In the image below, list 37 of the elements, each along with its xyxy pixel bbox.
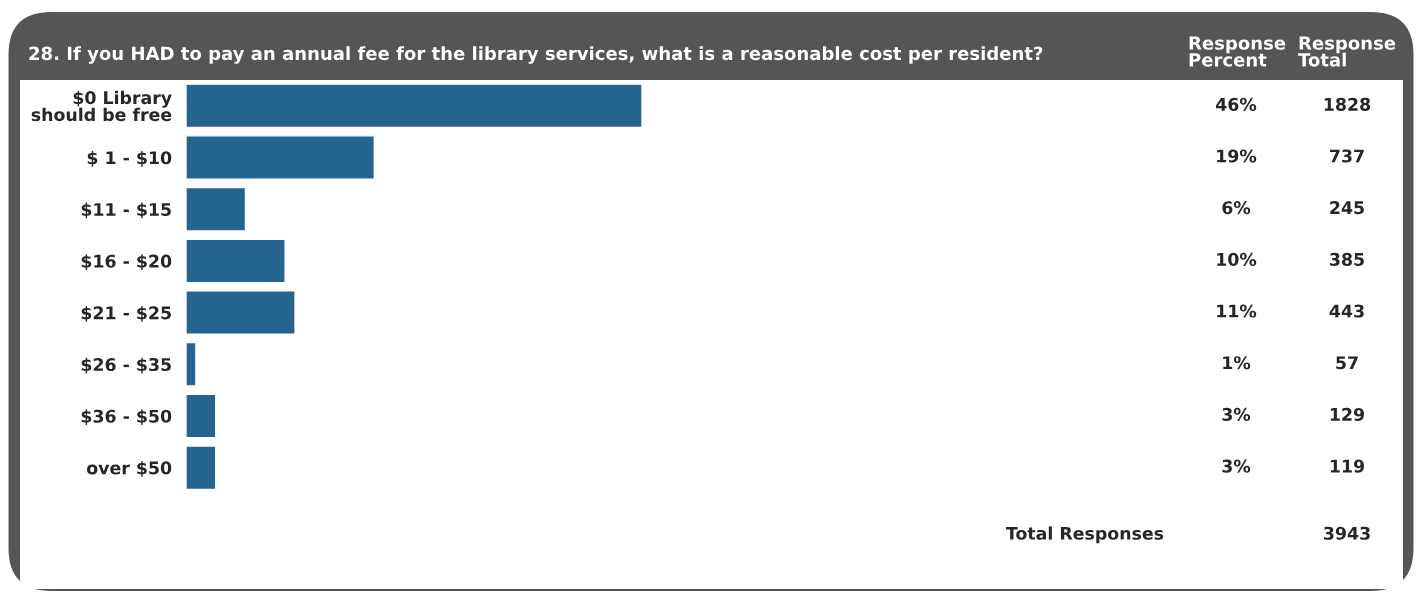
bar xyxy=(186,393,217,439)
data-label: 46% xyxy=(1216,97,1257,111)
data-label: 3% xyxy=(1222,407,1251,421)
bar xyxy=(186,238,286,284)
bar xyxy=(186,445,217,491)
text: Response Total xyxy=(1298,36,1396,67)
data-label: 19% xyxy=(1217,149,1257,163)
text: Response Percent xyxy=(1189,36,1286,67)
text: 385 xyxy=(1330,252,1364,266)
text: 3943 xyxy=(1324,526,1370,540)
text: 443 xyxy=(1329,304,1364,318)
text: 737 xyxy=(1330,149,1364,163)
y-tick-label: $36 - $50 xyxy=(81,409,172,426)
bar xyxy=(186,341,197,387)
y-tick-label: $26 - $35 xyxy=(81,357,171,374)
y-tick-label: $16 - $20 xyxy=(81,254,172,271)
bar xyxy=(186,290,296,335)
y-tick-label: $11 - $15 xyxy=(81,202,171,219)
text: 129 xyxy=(1330,407,1365,421)
text: Total Responses xyxy=(1005,526,1164,544)
text: 245 xyxy=(1330,201,1364,215)
data-label: 3% xyxy=(1222,459,1251,473)
text: 57 xyxy=(1336,356,1358,370)
chart-title: 28. If you HAD to pay an annual fee for the library services, what is a reasonable cost per resident? xyxy=(29,46,1043,64)
bar xyxy=(186,135,376,180)
text: 119 xyxy=(1330,459,1365,473)
data-label: 11% xyxy=(1217,304,1257,318)
y-tick-label: $21 - $25 xyxy=(81,305,171,322)
bar xyxy=(186,83,642,129)
data-label: 6% xyxy=(1222,201,1251,215)
y-tick-label: over $50 xyxy=(86,461,172,477)
y-tick-label: $0 Library should be free xyxy=(31,90,172,122)
data-label: 1% xyxy=(1223,356,1251,370)
bar xyxy=(186,186,247,232)
text: 1828 xyxy=(1324,97,1371,111)
y-tick-label: $ 1 - $10 xyxy=(87,150,172,167)
data-label: 10% xyxy=(1217,252,1257,266)
